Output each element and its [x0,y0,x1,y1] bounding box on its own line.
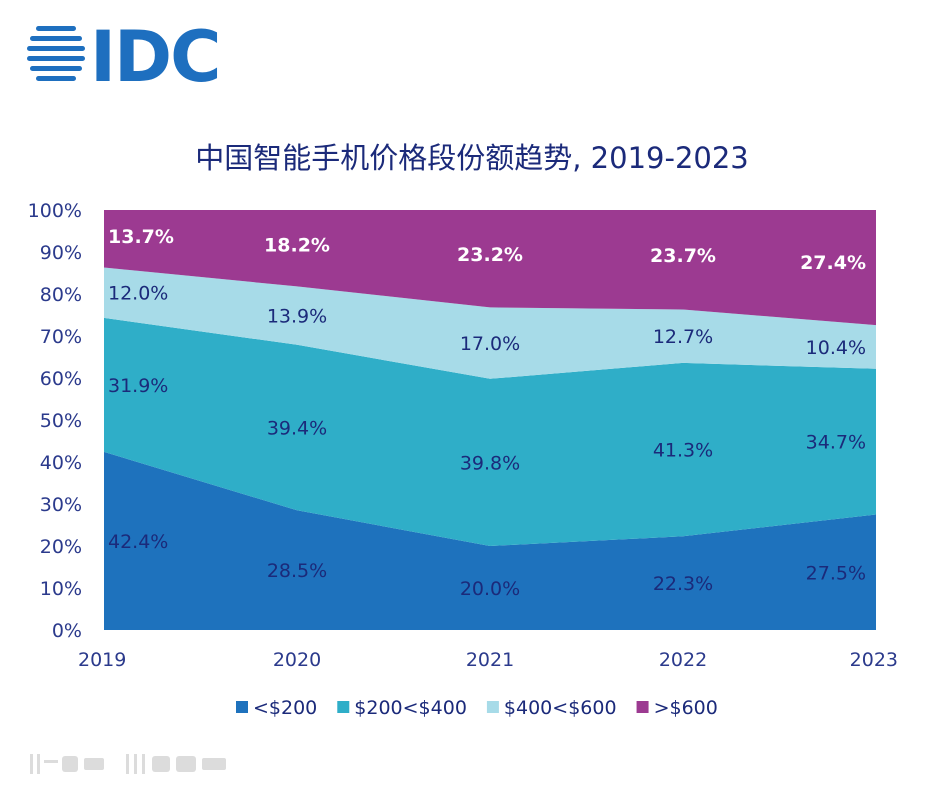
legend-label: >$600 [654,697,718,719]
data-label: 27.5% [806,562,866,584]
legend-swatch [486,701,499,713]
x-tick-label: 2019 [78,649,126,671]
y-tick-label: 50% [40,410,82,432]
area-series-1 [104,317,876,546]
legend-item: <$200 [236,697,317,719]
data-label: 12.7% [653,326,713,348]
y-tick-label: 30% [40,494,82,516]
y-tick-label: 10% [40,578,82,600]
data-label: 12.0% [108,283,168,305]
chart-title: 中国智能手机价格段份额趋势, 2019-2023 [195,141,749,175]
data-label: 20.0% [460,578,520,600]
legend-swatch [337,701,350,713]
legend-item: $200<$400 [337,697,467,719]
area-series-0 [104,451,876,630]
idc-logo: IDC [27,20,218,86]
data-label: 27.4% [800,252,866,274]
y-axis: 0% 10% 20% 30% 40% 50% 60% 70% 80% 90% 100% [28,200,82,642]
data-label: 13.9% [267,306,327,328]
data-label: 31.9% [108,375,168,397]
x-tick-label: 2022 [659,649,707,671]
y-tick-label: 70% [40,326,82,348]
data-label: 39.4% [267,418,327,440]
data-label: 34.7% [806,432,866,454]
data-label: 23.2% [457,244,523,266]
data-label: 39.8% [460,452,520,474]
legend-swatch [236,701,248,713]
data-label: 13.7% [108,226,174,248]
x-axis: 2019 2020 2021 2022 2023 [78,649,898,671]
x-tick-label: 2021 [466,649,514,671]
y-tick-label: 40% [40,452,82,474]
legend-label: <$200 [253,697,317,719]
data-label: 28.5% [267,560,327,582]
watermark-glyphs [30,754,226,774]
data-label: 23.7% [650,245,716,267]
legend-label: $200<$400 [354,697,467,719]
legend-swatch [636,701,649,713]
y-tick-label: 100% [28,200,82,222]
data-label: 18.2% [264,234,330,256]
y-tick-label: 80% [40,284,82,306]
area-series-2 [104,267,876,379]
data-label: 22.3% [653,573,713,595]
y-tick-label: 60% [40,368,82,390]
idc-logo-text: IDC [90,20,218,86]
y-tick-label: 20% [40,536,82,558]
data-label: 42.4% [108,531,168,553]
legend-item: >$600 [636,697,718,719]
area-series-3 [104,210,876,326]
y-tick-label: 90% [40,242,82,264]
globe-icon [27,26,85,81]
data-labels: 42.4% 28.5% 20.0% 22.3% 27.5% 31.9% 39.4% 39.8%… [108,226,866,600]
plot-area [104,210,876,630]
legend-item: $400<$600 [486,697,617,719]
x-tick-label: 2023 [850,649,898,671]
y-tick-label: 0% [52,620,82,642]
data-label: 41.3% [653,440,713,462]
x-tick-label: 2020 [273,649,321,671]
data-label: 10.4% [806,337,866,359]
data-label: 17.0% [460,333,520,355]
legend-label: $400<$600 [504,697,617,719]
legend: <$200 $200<$400 $400<$600 >$600 [236,697,718,719]
